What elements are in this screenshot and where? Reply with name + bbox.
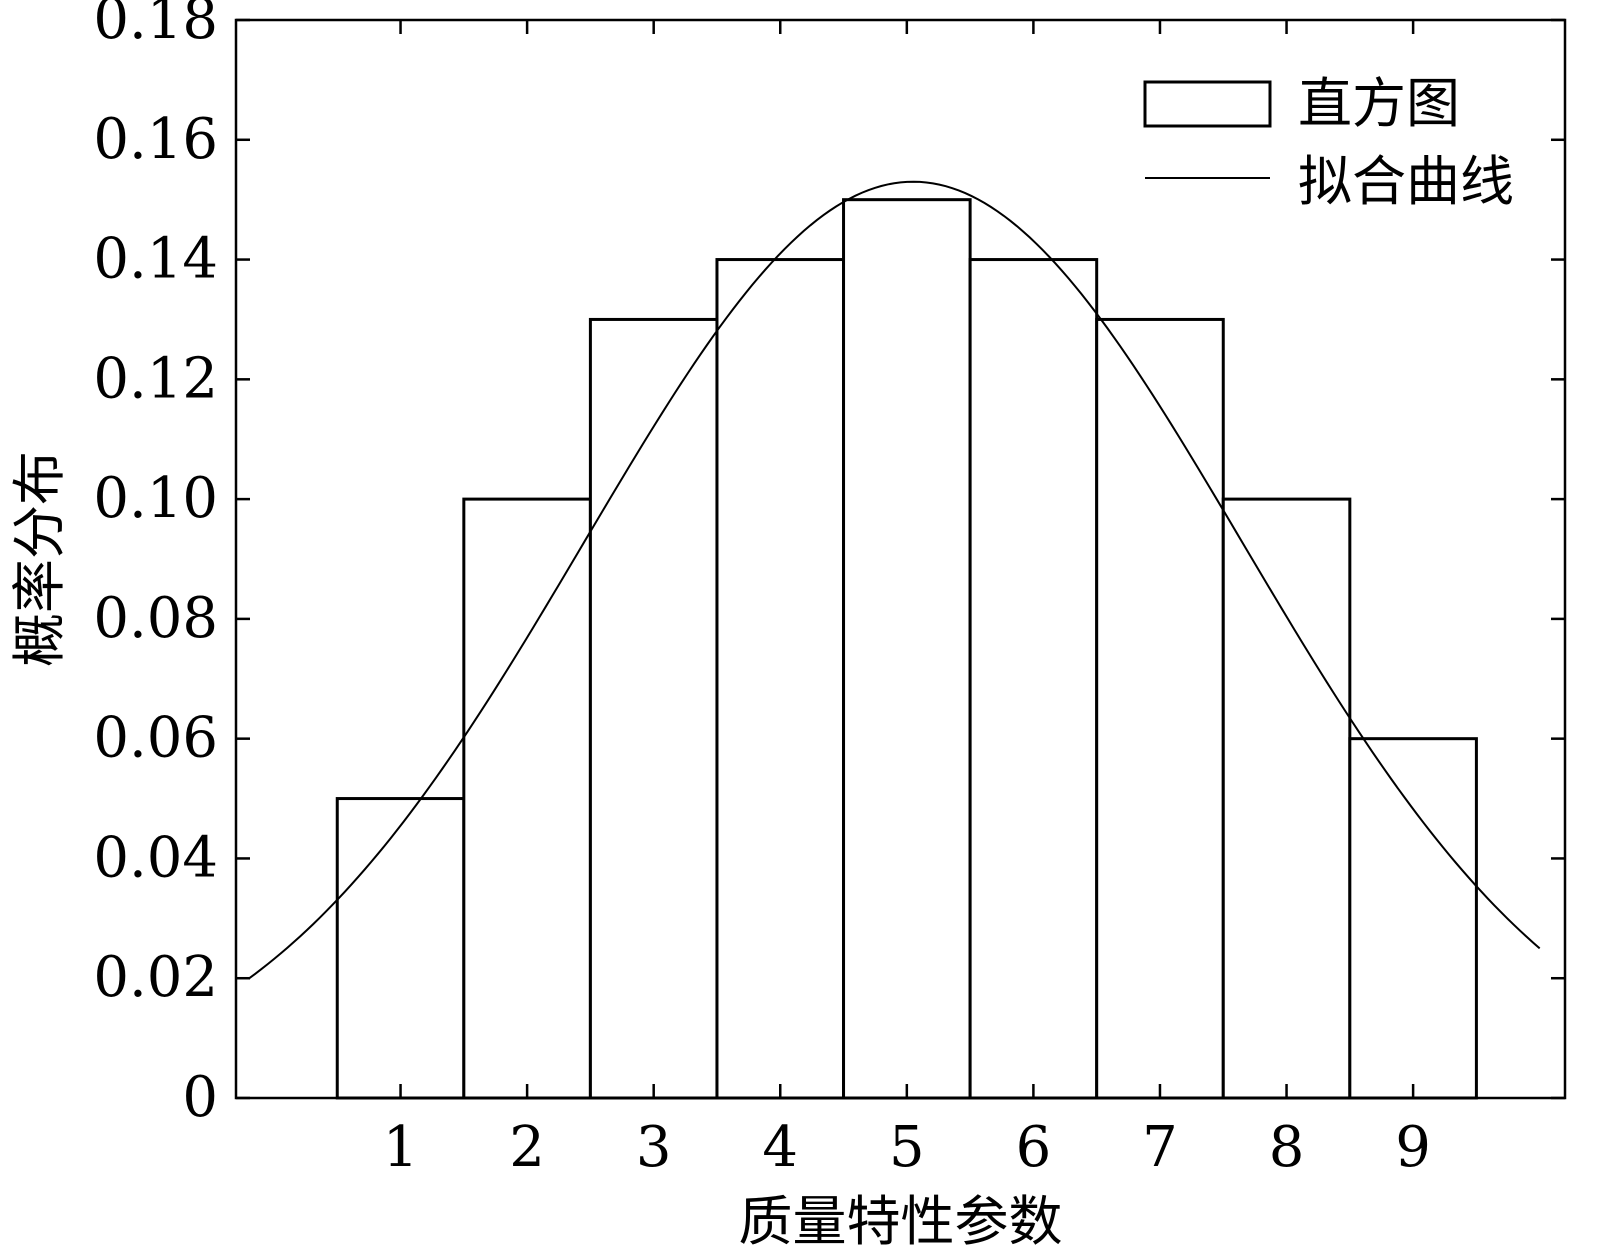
y-tick-label: 0.16 bbox=[93, 107, 218, 172]
y-tick-label: 0.10 bbox=[93, 466, 218, 531]
y-tick-label: 0 bbox=[182, 1065, 218, 1130]
bar-6 bbox=[968, 258, 1099, 1100]
y-tick-label: 0.04 bbox=[93, 825, 218, 890]
y-axis-title: 概率分布 bbox=[8, 451, 71, 667]
plot-frame bbox=[234, 18, 1567, 1100]
y-tick-label: 0.12 bbox=[93, 346, 218, 411]
y-tick-label: 0.14 bbox=[93, 227, 218, 292]
x-tick-label: 5 bbox=[889, 1115, 925, 1180]
x-axis-title: 质量特性参数 bbox=[739, 1190, 1063, 1253]
x-tick-label: 9 bbox=[1395, 1115, 1431, 1180]
y-tick-label: 0.18 bbox=[93, 0, 218, 52]
bar-8 bbox=[1221, 497, 1352, 1100]
bar-4 bbox=[715, 258, 846, 1100]
x-tick-labels: 1 2 3 4 5 6 7 8 9 bbox=[383, 1115, 1431, 1180]
bar-5 bbox=[842, 198, 972, 1100]
histogram-bars bbox=[335, 198, 1478, 1100]
y-tick-label: 0.08 bbox=[93, 586, 218, 651]
x-tick-label: 8 bbox=[1269, 1115, 1305, 1180]
y-tick-labels: 0 0.02 0.04 0.06 0.08 0.10 0.12 0.14 0.16 0.18 bbox=[93, 0, 218, 1130]
bar-7 bbox=[1095, 317, 1225, 1100]
y-tick-label: 0.06 bbox=[93, 706, 218, 771]
legend-swatch-histogram bbox=[1143, 80, 1272, 128]
x-tick-label: 3 bbox=[636, 1115, 672, 1180]
legend-label-fit-curve: 拟合曲线 bbox=[1298, 150, 1514, 213]
x-tick-label: 2 bbox=[509, 1115, 545, 1180]
y-tick-label: 0.02 bbox=[93, 945, 218, 1010]
bar-1 bbox=[335, 797, 466, 1100]
bar-9 bbox=[1348, 737, 1478, 1100]
x-tick-label: 6 bbox=[1016, 1115, 1052, 1180]
legend-label-histogram: 直方图 bbox=[1298, 72, 1460, 135]
x-tick-label: 4 bbox=[762, 1115, 798, 1180]
x-tick-label: 7 bbox=[1142, 1115, 1178, 1180]
legend: 直方图 拟合曲线 bbox=[1143, 72, 1514, 213]
fit-curve bbox=[248, 180, 1541, 980]
bar-2 bbox=[462, 497, 592, 1100]
x-tick-label: 1 bbox=[383, 1115, 419, 1180]
bar-3 bbox=[588, 317, 719, 1100]
